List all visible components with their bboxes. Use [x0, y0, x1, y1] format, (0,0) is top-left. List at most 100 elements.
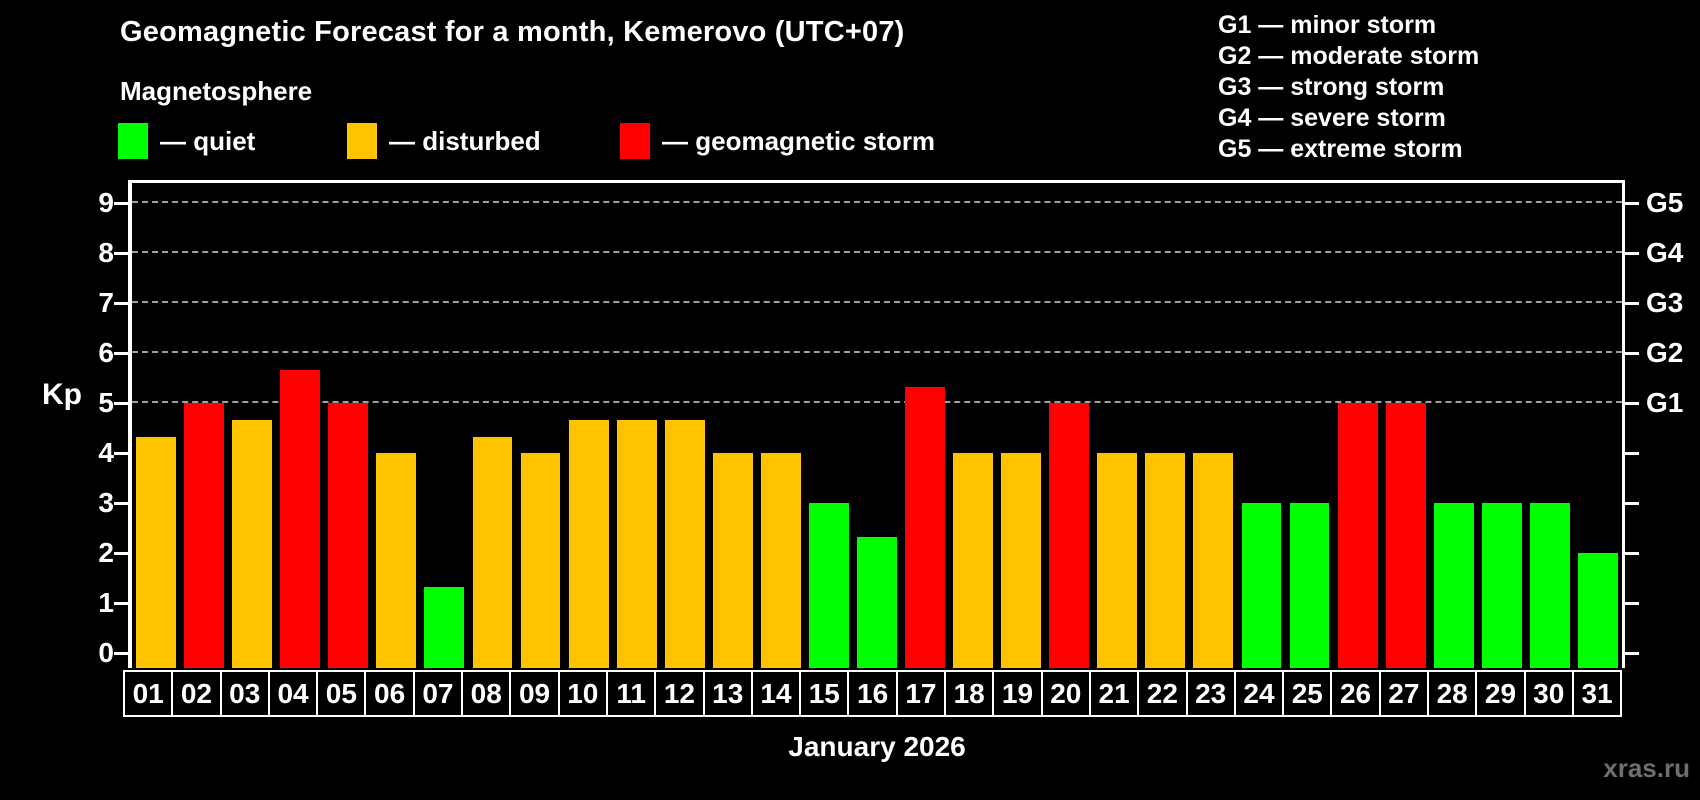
y-tick-left-8: [114, 251, 128, 255]
y-tick-left-2: [114, 551, 128, 555]
bar-slot-04: [276, 183, 324, 668]
gridline-kp7: [132, 301, 1622, 303]
day-label-04: 04: [267, 670, 319, 717]
day-label-13: 13: [702, 670, 753, 717]
gridline-kp9: [132, 201, 1622, 203]
plot-area: 0 1 2 3 4 5 6 7 8 9 G1 G2 G3 G4 G5: [98, 180, 1683, 668]
bar-day-27: [1385, 403, 1426, 668]
bar-slot-10: [565, 183, 613, 668]
day-label-16: 16: [847, 670, 898, 717]
day-label-15: 15: [799, 670, 850, 717]
y-tick-right-3: [1625, 501, 1639, 505]
day-label-01: 01: [123, 670, 174, 717]
y-tick-left-5: [114, 401, 128, 405]
quiet-color-swatch: [118, 123, 148, 159]
day-label-21: 21: [1088, 670, 1140, 717]
bar-day-06: [376, 453, 417, 668]
day-label-03: 03: [219, 670, 270, 717]
bar-slot-03: [228, 183, 276, 668]
day-label-09: 09: [509, 670, 560, 717]
bar-day-19: [1001, 453, 1042, 668]
right-axis-label-g3: G3: [1646, 287, 1684, 318]
y-tick-label-8: 8: [98, 237, 114, 268]
legend-item-storm: — geomagnetic storm: [620, 121, 935, 161]
bar-day-14: [760, 453, 801, 668]
bar-day-30: [1529, 503, 1570, 668]
legend-item-disturbed: — disturbed: [347, 121, 541, 161]
y-tick-right-8: [1625, 251, 1639, 255]
bar-slot-20: [1045, 183, 1093, 668]
day-label-08: 08: [461, 670, 512, 717]
g-legend-line-g5: G5 — extreme storm: [1218, 135, 1463, 163]
bar-day-20: [1049, 403, 1090, 668]
bar-slot-13: [709, 183, 757, 668]
bar-day-03: [232, 419, 273, 668]
bar-day-18: [953, 453, 994, 668]
disturbed-color-swatch: [347, 123, 377, 159]
bar-day-04: [280, 369, 321, 668]
day-label-05: 05: [316, 670, 367, 717]
watermark: xras.ru: [1603, 753, 1690, 783]
gridline-kp5: [132, 401, 1622, 403]
day-label-18: 18: [944, 670, 995, 717]
bar-slot-12: [661, 183, 709, 668]
bar-slot-26: [1334, 183, 1382, 668]
g-scale-legend: G1 — minor storm G2 — moderate storm G3 …: [1218, 10, 1479, 165]
bar-slot-14: [757, 183, 805, 668]
day-label-22: 22: [1137, 670, 1188, 717]
chart-title: Geomagnetic Forecast for a month, Kemero…: [120, 16, 905, 48]
right-axis-label-g2: G2: [1646, 337, 1684, 368]
day-label-27: 27: [1378, 670, 1430, 717]
y-tick-left-1: [114, 601, 128, 605]
y-tick-right-2: [1625, 551, 1639, 555]
y-tick-left-0: [114, 651, 128, 655]
day-label-28: 28: [1427, 670, 1478, 717]
bar-slot-25: [1286, 183, 1334, 668]
g-legend-line-g2: G2 — moderate storm: [1218, 42, 1480, 70]
y-tick-left-6: [114, 351, 128, 355]
bar-day-05: [328, 403, 369, 668]
y-tick-right-9: [1625, 201, 1639, 205]
y-tick-label-4: 4: [98, 437, 114, 469]
day-label-31: 31: [1571, 670, 1623, 717]
y-tick-right-0: [1625, 651, 1639, 655]
bar-slot-16: [853, 183, 901, 668]
day-label-12: 12: [654, 670, 705, 717]
day-label-07: 07: [412, 670, 464, 717]
bar-slot-23: [1189, 183, 1237, 668]
bar-slot-11: [613, 183, 661, 668]
day-label-17: 17: [895, 670, 947, 717]
bar-day-23: [1193, 453, 1234, 668]
y-tick-right-5: [1625, 401, 1639, 405]
day-label-25: 25: [1282, 670, 1333, 717]
bar-slot-30: [1526, 183, 1574, 668]
day-label-23: 23: [1185, 670, 1236, 717]
y-tick-right-6: [1625, 351, 1639, 355]
g-legend-line-g1: G1 — minor storm: [1218, 11, 1437, 39]
bar-slot-21: [1093, 183, 1141, 668]
y-tick-right-7: [1625, 301, 1639, 305]
day-label-26: 26: [1330, 670, 1381, 717]
bars-container: [132, 183, 1622, 668]
y-tick-left-9: [114, 201, 128, 205]
day-label-10: 10: [557, 670, 608, 717]
bar-day-12: [664, 419, 705, 668]
bar-day-13: [712, 453, 753, 668]
y-tick-right-1: [1625, 601, 1639, 605]
bar-day-09: [520, 453, 561, 668]
bar-day-02: [184, 403, 225, 668]
y-axis-title: Kp: [42, 378, 82, 411]
bar-day-15: [808, 503, 849, 668]
day-label-02: 02: [171, 670, 222, 717]
y-tick-label-0: 0: [98, 637, 114, 668]
day-label-14: 14: [750, 670, 802, 717]
bar-slot-24: [1237, 183, 1285, 668]
day-label-24: 24: [1233, 670, 1285, 717]
g-legend-line-g4: G4 — severe storm: [1218, 104, 1446, 132]
legend-item-quiet: — quiet: [118, 121, 255, 161]
bar-day-31: [1577, 553, 1618, 668]
bar-slot-27: [1382, 183, 1430, 668]
y-tick-label-3: 3: [98, 487, 114, 518]
bar-day-08: [472, 436, 513, 668]
